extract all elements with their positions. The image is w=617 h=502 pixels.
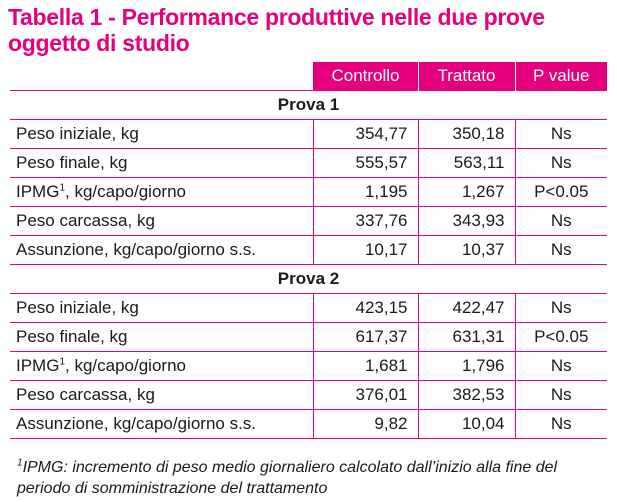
cell-p-value: Ns: [515, 351, 607, 381]
table-row: Peso finale, kg 555,57 563,11 Ns: [10, 148, 607, 178]
table-row: IPMG1, kg/capo/giorno 1,195 1,267 P<0.05: [10, 177, 607, 207]
table-row: Assunzione, kg/capo/giorno s.s. 10,17 10…: [10, 235, 607, 265]
header-blank-cell: [10, 62, 314, 91]
header-controllo: Controllo: [313, 62, 419, 91]
footnote-text: IPMG: incremento di peso medio giornalie…: [17, 459, 558, 497]
footnote-marker: 1: [59, 182, 66, 194]
row-label: Assunzione, kg/capo/giorno s.s.: [10, 409, 314, 439]
table-row: Peso finale, kg 617,37 631,31 P<0.05: [10, 322, 607, 352]
table-row: IPMG1, kg/capo/giorno 1,681 1,796 Ns: [10, 351, 607, 381]
section-row-prova-1: Prova 1: [10, 90, 607, 120]
cell-p-value: Ns: [515, 380, 607, 410]
cell-p-value: P<0.05: [515, 177, 607, 207]
label-text: IPMG: [16, 182, 60, 201]
header-trattato: Trattato: [418, 62, 516, 91]
table-row: Peso carcassa, kg 376,01 382,53 Ns: [10, 380, 607, 410]
cell-trattato: 1,267: [418, 177, 516, 207]
cell-p-value: Ns: [515, 206, 607, 236]
table-row: Peso carcassa, kg 337,76 343,93 Ns: [10, 206, 607, 236]
row-label: Peso finale, kg: [10, 322, 314, 352]
header-p-value: P value: [515, 62, 607, 91]
footnote-marker: 1: [59, 356, 66, 368]
cell-trattato: 343,93: [418, 206, 516, 236]
cell-p-value: P<0.05: [515, 322, 607, 352]
cell-controllo: 337,76: [313, 206, 419, 236]
cell-controllo: 354,77: [313, 119, 419, 149]
cell-trattato: 1,796: [418, 351, 516, 381]
table-row: Assunzione, kg/capo/giorno s.s. 9,82 10,…: [10, 409, 607, 439]
row-label: Peso iniziale, kg: [10, 293, 314, 323]
label-text: , kg/capo/giorno: [65, 356, 186, 375]
table-row: Peso iniziale, kg 423,15 422,47 Ns: [10, 293, 607, 323]
cell-p-value: Ns: [515, 409, 607, 439]
cell-p-value: Ns: [515, 293, 607, 323]
cell-controllo: 1,195: [313, 177, 419, 207]
cell-trattato: 382,53: [418, 380, 516, 410]
cell-controllo: 10,17: [313, 235, 419, 265]
cell-trattato: 563,11: [418, 148, 516, 178]
cell-p-value: Ns: [515, 235, 607, 265]
cell-trattato: 10,04: [418, 409, 516, 439]
cell-p-value: Ns: [515, 119, 607, 149]
table-title: Tabella 1 - Performance produttive nelle…: [8, 4, 545, 56]
cell-controllo: 9,82: [313, 409, 419, 439]
cell-trattato: 422,47: [418, 293, 516, 323]
row-label: Peso carcassa, kg: [10, 206, 314, 236]
cell-controllo: 376,01: [313, 380, 419, 410]
row-label: Peso finale, kg: [10, 148, 314, 178]
cell-controllo: 555,57: [313, 148, 419, 178]
cell-trattato: 10,37: [418, 235, 516, 265]
row-label: Peso carcassa, kg: [10, 380, 314, 410]
cell-controllo: 617,37: [313, 322, 419, 352]
label-text: , kg/capo/giorno: [65, 182, 186, 201]
cell-controllo: 423,15: [313, 293, 419, 323]
row-label: Assunzione, kg/capo/giorno s.s.: [10, 235, 314, 265]
section-label: Prova 2: [10, 264, 607, 294]
row-label: IPMG1, kg/capo/giorno: [10, 177, 314, 207]
label-text: IPMG: [16, 356, 60, 375]
section-row-prova-2: Prova 2: [10, 264, 607, 294]
footnote-marker: 1: [17, 457, 23, 469]
cell-p-value: Ns: [515, 148, 607, 178]
header-row: Controllo Trattato P value: [10, 62, 607, 91]
cell-controllo: 1,681: [313, 351, 419, 381]
cell-trattato: 631,31: [418, 322, 516, 352]
row-label: IPMG1, kg/capo/giorno: [10, 351, 314, 381]
cell-trattato: 350,18: [418, 119, 516, 149]
table-footnote: 1IPMG: incremento di peso medio giornali…: [17, 457, 607, 499]
section-label: Prova 1: [10, 90, 607, 120]
table-row: Peso iniziale, kg 354,77 350,18 Ns: [10, 119, 607, 149]
row-label: Peso iniziale, kg: [10, 119, 314, 149]
performance-table: Controllo Trattato P value Prova 1 Peso …: [10, 62, 607, 439]
